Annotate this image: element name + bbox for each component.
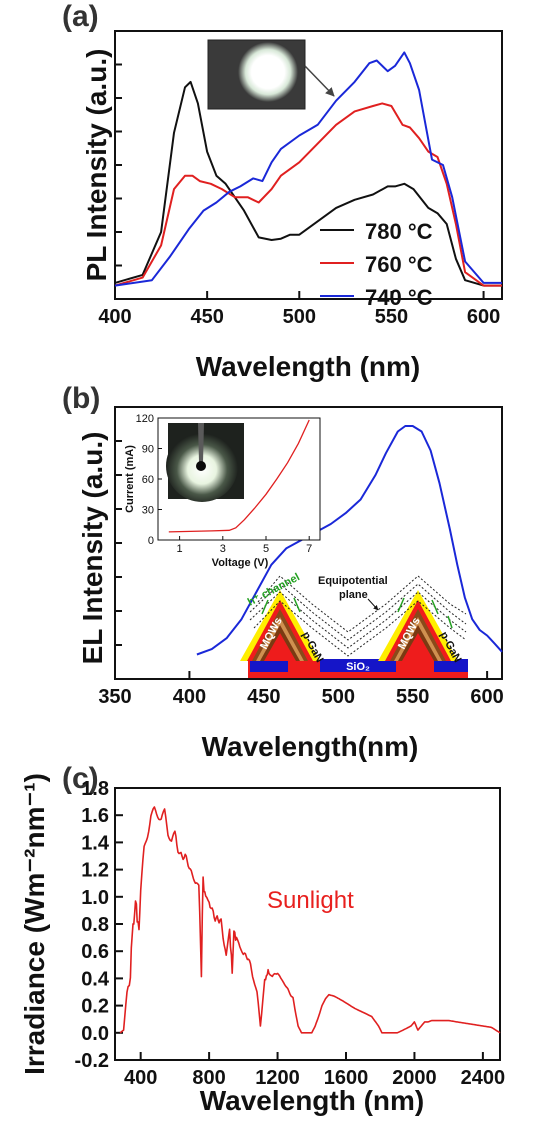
series-line [114, 51, 502, 287]
inset-y-tick-label: 120 [136, 413, 154, 425]
el-series-line [196, 425, 503, 656]
x-tick-label: 550 [396, 686, 429, 708]
plot-frame-c [114, 787, 501, 1061]
iv-curve [168, 419, 310, 533]
inset-x-tick-label: 3 [220, 543, 226, 555]
x-tick-label: 450 [190, 306, 223, 328]
iv-inset-xlabel: Voltage (V) [212, 557, 269, 569]
series-line [114, 102, 502, 287]
iv-inset: 1 3 5 7 0 30 60 90 120 Voltage (V) Current (mA) [124, 413, 321, 569]
legend-label-760: 760 °C [365, 252, 433, 277]
series-line [114, 80, 502, 287]
iv-inset-ylabel: Current (mA) [124, 445, 136, 513]
x-tick-label: 550 [375, 306, 408, 328]
irradiance-line [119, 806, 501, 1034]
el-photo-inset [166, 423, 244, 502]
x-tick-label: 500 [322, 686, 355, 708]
inset-y-tick-label: 90 [142, 444, 154, 456]
y-tick-label: 0.8 [81, 914, 109, 936]
y-tick-label: 0.0 [81, 1023, 109, 1045]
panel-a: (a) 400 450 500 550 600 Wavelength (nm) PL I… [62, 0, 503, 382]
x-axis-label-b: Wavelength(nm) [202, 731, 419, 762]
y-tick-label: 1.0 [81, 887, 109, 909]
panel-label-c: (c) [62, 762, 99, 795]
y-tick-label: -0.2 [75, 1050, 109, 1072]
x-tick-label: 2400 [461, 1067, 506, 1089]
x-tick-label: 350 [98, 686, 131, 708]
inset-x-tick-label: 5 [263, 543, 269, 555]
x-tick-label: 800 [192, 1067, 225, 1089]
y-axis-label-a: PL Intensity (a.u.) [81, 49, 112, 282]
label-equipotential: Equipotential [318, 575, 388, 587]
x-tick-label: 2000 [392, 1067, 437, 1089]
sio2-block-left [250, 659, 288, 672]
ngan-layer [248, 668, 468, 678]
pyramid-right [378, 590, 458, 661]
pl-photo-inset [207, 39, 335, 110]
x-tick-label: 600 [470, 686, 503, 708]
y-tick-label: 1.8 [81, 778, 109, 800]
x-axis-label-a: Wavelength (nm) [196, 351, 421, 382]
panel-b: (b) 350 400 450 500 550 600 Wavelength(nm) EL… [62, 382, 504, 762]
panel-label-a: (a) [62, 0, 99, 33]
x-tick-label: 400 [98, 306, 131, 328]
series-lines-a [114, 51, 502, 287]
device-diagram: Equipotential plane h⁺ channel MQWs MQWs… [240, 571, 468, 692]
x-tick-label: 400 [124, 1067, 157, 1089]
y-tick-label: 0.6 [81, 941, 109, 963]
sio2-block-center [320, 659, 396, 672]
inset-y-tick-label: 60 [142, 474, 154, 486]
y-tick-label: 1.6 [81, 805, 109, 827]
sio2-block-right [434, 659, 468, 672]
panel-c: (c) 400 800 1200 1600 2000 2400 -0.2 0.0 0.2 0.4 0… [19, 762, 505, 1116]
x-tick-label: 450 [247, 686, 280, 708]
x-tick-label: 1200 [255, 1067, 300, 1089]
hole-channel-arrows [261, 597, 453, 629]
x-axis-label-c: Wavelength (nm) [200, 1085, 425, 1116]
x-tick-label: 1600 [324, 1067, 369, 1089]
y-axis-label-b: EL Intensity (a.u.) [77, 432, 108, 665]
x-tick-label: 400 [173, 686, 206, 708]
inset-x-tick-label: 1 [177, 543, 183, 555]
series-lines-c [119, 806, 501, 1034]
axis-ticks-c: 400 800 1200 1600 2000 2400 -0.2 0.0 0.2 0.4 0.6 0.… [75, 778, 506, 1089]
iv-inset-ticks: 1 3 5 7 0 30 60 90 120 [136, 413, 313, 555]
inset-y-tick-label: 0 [148, 535, 154, 547]
y-tick-label: 0.4 [81, 968, 110, 990]
pyramid-left [240, 590, 320, 661]
x-tick-label: 600 [467, 306, 500, 328]
y-tick-label: 1.2 [81, 860, 109, 882]
label-ngan: n-GaN [342, 680, 375, 692]
label-sio2: SiO₂ [346, 661, 370, 673]
y-tick-label: 0.2 [81, 996, 109, 1018]
legend-label-780: 780 °C [365, 219, 433, 244]
inset-y-tick-label: 30 [142, 505, 154, 517]
legend-label-740: 740 °C [365, 285, 433, 310]
x-ticks-b: 350 400 450 500 550 600 [98, 440, 504, 708]
panel-label-b: (b) [62, 382, 100, 415]
y-tick-label: 1.4 [81, 832, 110, 854]
x-ticks-a: 400 450 500 550 600 [98, 63, 500, 328]
inset-x-tick-label: 7 [306, 543, 312, 555]
sunlight-annotation: Sunlight [267, 887, 354, 914]
x-tick-label: 500 [283, 306, 316, 328]
legend-a: 780 °C 760 °C 740 °C [320, 219, 433, 310]
label-plane: plane [339, 589, 368, 601]
iv-inset-line [168, 419, 310, 533]
equipotential-lines [249, 575, 467, 657]
series-lines-b [196, 425, 503, 656]
y-axis-label-c: Irradiance (Wm⁻²nm⁻¹) [19, 773, 50, 1075]
